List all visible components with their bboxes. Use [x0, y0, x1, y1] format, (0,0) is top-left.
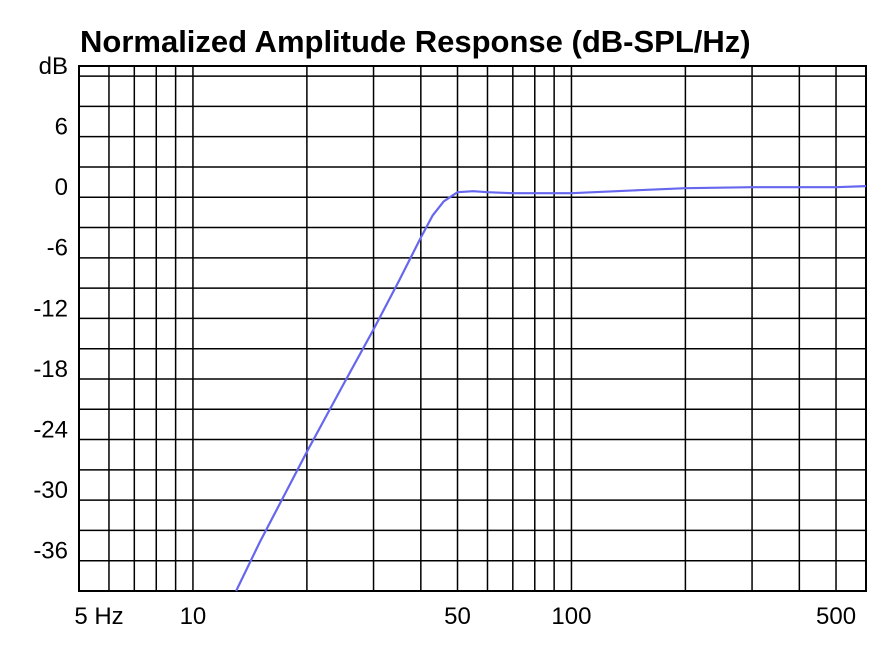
y-tick-label: -30: [33, 477, 68, 504]
y-tick-label: -36: [33, 538, 68, 565]
x-tick-label: 5 Hz: [74, 603, 123, 630]
grid-lines: [78, 65, 867, 592]
y-tick-label: dB: [39, 53, 68, 80]
y-tick-label: -6: [47, 235, 68, 262]
plot-frame: [78, 65, 867, 592]
y-tick-label: -18: [33, 356, 68, 383]
x-tick-labels: 5 Hz 10 50 100 500: [74, 603, 856, 630]
series-layer: [235, 185, 867, 592]
x-tick-label: 100: [551, 603, 591, 630]
series-line: [235, 185, 867, 592]
chart-title: Normalized Amplitude Response (dB-SPL/Hz…: [80, 24, 751, 59]
y-tick-label: -24: [33, 416, 68, 443]
y-tick-label: 6: [55, 114, 68, 141]
y-tick-label: 0: [55, 174, 68, 201]
x-tick-label: 500: [816, 603, 856, 630]
x-tick-label: 50: [444, 603, 471, 630]
y-tick-label: -12: [33, 295, 68, 322]
x-tick-label: 10: [180, 603, 207, 630]
y-tick-labels: dB 6 0 -6 -12 -18 -24 -30 -36: [33, 53, 68, 565]
